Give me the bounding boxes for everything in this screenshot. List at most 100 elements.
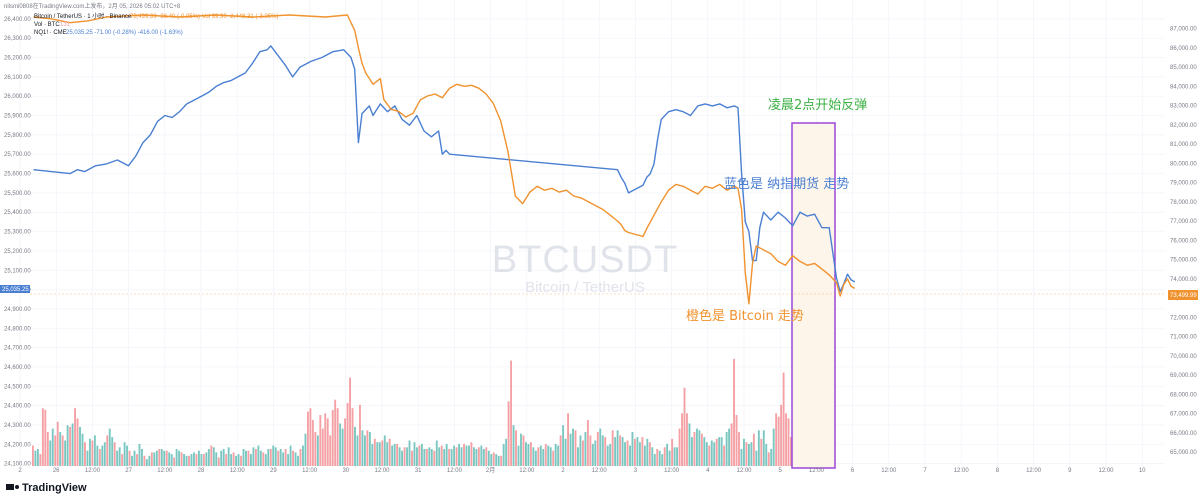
- volume-bar: [713, 442, 716, 466]
- volume-bar: [321, 428, 324, 466]
- volume-bar: [121, 454, 124, 466]
- volume-bar: [495, 454, 498, 466]
- volume-bar: [765, 443, 768, 466]
- volume-bar: [752, 433, 755, 466]
- volume-bar: [96, 445, 99, 466]
- volume-bar: [614, 437, 617, 466]
- volume-bar: [368, 432, 371, 466]
- volume-bar: [728, 428, 731, 466]
- volume-bar: [138, 443, 141, 466]
- volume-bar: [666, 443, 669, 466]
- volume-bar: [616, 430, 619, 466]
- volume-bar: [103, 442, 106, 466]
- right-axis-tick-label: 76,000.00: [1170, 238, 1197, 244]
- volume-bar: [195, 454, 198, 466]
- volume-bar: [324, 413, 327, 466]
- volume-bar: [532, 447, 535, 466]
- volume-bar: [267, 449, 270, 466]
- time-axis-tick-label: 2月: [486, 467, 495, 474]
- volume-bar: [522, 435, 525, 466]
- volume-bar: [408, 440, 411, 466]
- time-axis[interactable]: 2 26 12:00 27 12:00 28 12:00 29 12:00 30 12:00 31 12…: [18, 467, 1146, 474]
- volume-bar: [126, 445, 129, 466]
- left-axis-tick-label: 24,700.00: [4, 346, 31, 352]
- volume-bar: [401, 450, 404, 466]
- volume-bar: [398, 447, 401, 466]
- legend-volume[interactable]: Vol · BTC: [34, 22, 60, 28]
- volume-bar: [787, 418, 790, 466]
- volume-bar: [492, 452, 495, 466]
- volume-bar: [76, 418, 79, 466]
- time-axis-tick-label: 3: [634, 468, 638, 474]
- orange-series-annotation: 橙色是 Bitcoin 走势: [686, 308, 804, 324]
- volume-bar: [676, 447, 679, 466]
- volume-bar: [455, 447, 458, 466]
- volume-bar: [710, 440, 713, 466]
- legend-series2[interactable]: NQ1! · CME: [34, 30, 67, 36]
- volume-bar: [450, 449, 453, 466]
- right-axis-tick-label: 71,000.00: [1170, 335, 1197, 341]
- volume-bar: [683, 387, 686, 466]
- volume-bar: [123, 442, 126, 466]
- volume-bar: [705, 442, 708, 466]
- volume-bar: [294, 452, 297, 466]
- time-axis-tick-label: 12:00: [1026, 468, 1042, 474]
- volume-bar: [282, 452, 285, 466]
- volume-bar: [74, 408, 76, 466]
- volume-bar: [611, 430, 614, 466]
- volume-bar: [403, 447, 406, 466]
- right-axis-tick-label: 75,000.00: [1170, 258, 1197, 264]
- right-axis-tick-label: 83,000.00: [1170, 104, 1197, 110]
- volume-bar: [86, 450, 89, 466]
- volume-bar: [386, 442, 389, 466]
- highlight-rect[interactable]: [791, 122, 836, 469]
- left-price-axis[interactable]: 26,400.00 26,300.00 26,200.00 26,100.00 26,0…: [4, 17, 31, 468]
- volume-bar: [485, 447, 488, 466]
- volume-bar: [284, 449, 287, 466]
- volume-bar: [406, 447, 408, 466]
- volume-bar: [188, 455, 190, 466]
- volume-bar: [517, 445, 520, 466]
- tradingview-logo[interactable]: TradingView: [6, 482, 87, 494]
- volume-bar: [51, 428, 54, 466]
- volume-bar: [247, 450, 250, 466]
- volume-bar: [663, 447, 666, 466]
- volume-bar: [64, 440, 67, 466]
- volume-bar: [638, 442, 641, 466]
- right-axis-tick-label: 66,000.00: [1170, 431, 1197, 437]
- time-axis-tick-label: 12:00: [519, 468, 535, 474]
- volume-bar: [378, 442, 381, 466]
- volume-bar: [334, 399, 337, 466]
- volume-bar: [41, 408, 44, 466]
- volume-bar: [391, 445, 394, 466]
- volume-bar: [54, 435, 57, 466]
- volume-bar: [93, 435, 96, 466]
- volume-bar: [180, 452, 183, 466]
- volume-bar: [673, 447, 676, 466]
- volume-bar: [346, 403, 349, 466]
- volume-bar: [760, 438, 763, 466]
- volume-bar: [264, 454, 267, 466]
- volume-bar: [277, 450, 280, 466]
- left-price-tag-bg: [0, 285, 30, 293]
- grid-lines: [19, 0, 1165, 468]
- volume-bar: [589, 435, 592, 466]
- legend-series1[interactable]: Bitcoin / TetherUS · 1 小时 · Binance: [34, 12, 132, 20]
- volume-bar: [423, 449, 426, 466]
- left-axis-tick-label: 26,200.00: [4, 56, 31, 62]
- volume-bar: [106, 435, 109, 466]
- volume-bar: [472, 447, 475, 466]
- volume-bar: [250, 454, 252, 466]
- right-axis-tick-label: 68,000.00: [1170, 392, 1197, 398]
- volume-bars: [32, 358, 800, 466]
- volume-bar: [113, 442, 116, 466]
- volume-bar: [581, 440, 584, 466]
- volume-bar: [564, 438, 567, 466]
- volume-bar: [215, 452, 218, 466]
- volume-bar: [39, 454, 42, 466]
- volume-bar: [158, 449, 161, 466]
- volume-bar: [547, 445, 550, 466]
- volume-bar: [750, 442, 753, 466]
- volume-bar: [373, 438, 376, 466]
- volume-bar: [356, 435, 359, 466]
